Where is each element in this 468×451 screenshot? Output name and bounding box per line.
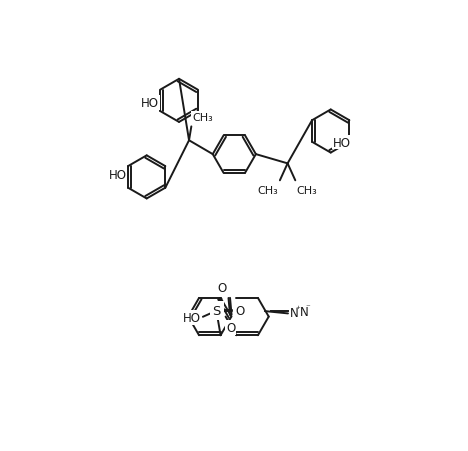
Text: HO: HO [333,136,351,149]
Text: CH₃: CH₃ [297,185,318,195]
Text: O: O [235,304,244,318]
Text: HO: HO [141,97,159,110]
Text: O: O [226,321,235,334]
Text: HO: HO [109,169,126,182]
Text: O: O [218,282,227,295]
Text: S: S [212,304,221,318]
Text: CH₃: CH₃ [192,112,213,123]
Text: ⁻: ⁻ [305,303,310,312]
Text: CH₃: CH₃ [257,185,278,195]
Text: HO: HO [183,311,201,324]
Text: N: N [290,307,299,319]
Text: ⁺: ⁺ [296,304,300,313]
Text: N: N [300,305,308,318]
